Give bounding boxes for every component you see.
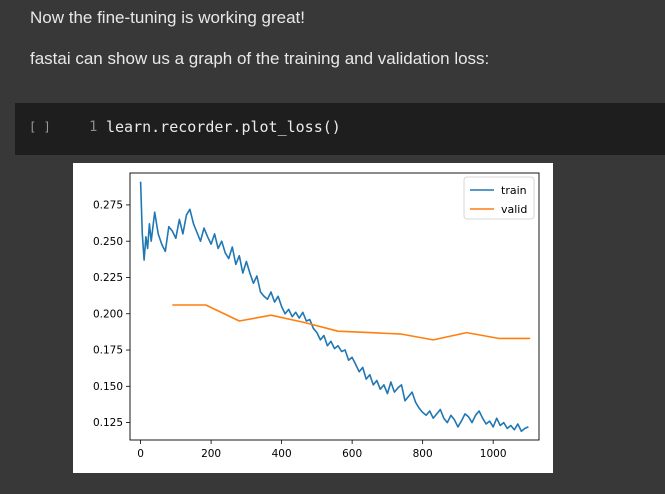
y-tick-label: 0.275 — [93, 200, 123, 212]
y-tick-label: 0.150 — [93, 381, 123, 393]
markdown-text-line-2: fastai can show us a graph of the traini… — [30, 49, 490, 68]
loss-chart: 0 200 400 600 800 1000 0.125 0.150 0.175 0.200 0.2… — [93, 172, 540, 460]
y-tick-label: 0.125 — [93, 417, 123, 429]
markdown-text-line-1: Now the fine-tuning is working great! — [30, 8, 305, 27]
y-tick-label: 0.200 — [93, 308, 123, 320]
y-tick-label: 0.175 — [93, 345, 123, 357]
x-tick-label: 400 — [272, 448, 292, 460]
x-tick-label: 800 — [413, 448, 433, 460]
legend-label-valid: valid — [501, 203, 527, 216]
run-cell-button[interactable]: [ ] — [29, 120, 51, 134]
y-tick-label: 0.250 — [93, 236, 123, 248]
legend-label-train: train — [501, 184, 527, 197]
series-line-valid — [172, 304, 531, 341]
x-tick-label: 200 — [201, 448, 221, 460]
code-input[interactable]: learn.recorder.plot_loss() — [106, 118, 341, 136]
x-tick-label: 1000 — [480, 448, 507, 460]
y-tick-label: 0.225 — [93, 272, 123, 284]
x-tick-label: 600 — [342, 448, 362, 460]
code-cell[interactable]: [ ] 1 learn.recorder.plot_loss() — [15, 103, 665, 155]
series-line-train — [139, 181, 529, 433]
x-tick-label: 0 — [137, 448, 144, 460]
line-number: 1 — [89, 119, 98, 135]
cell-output-plot: 0 200 400 600 800 1000 0.125 0.150 0.175 0.200 0.2… — [73, 163, 553, 473]
